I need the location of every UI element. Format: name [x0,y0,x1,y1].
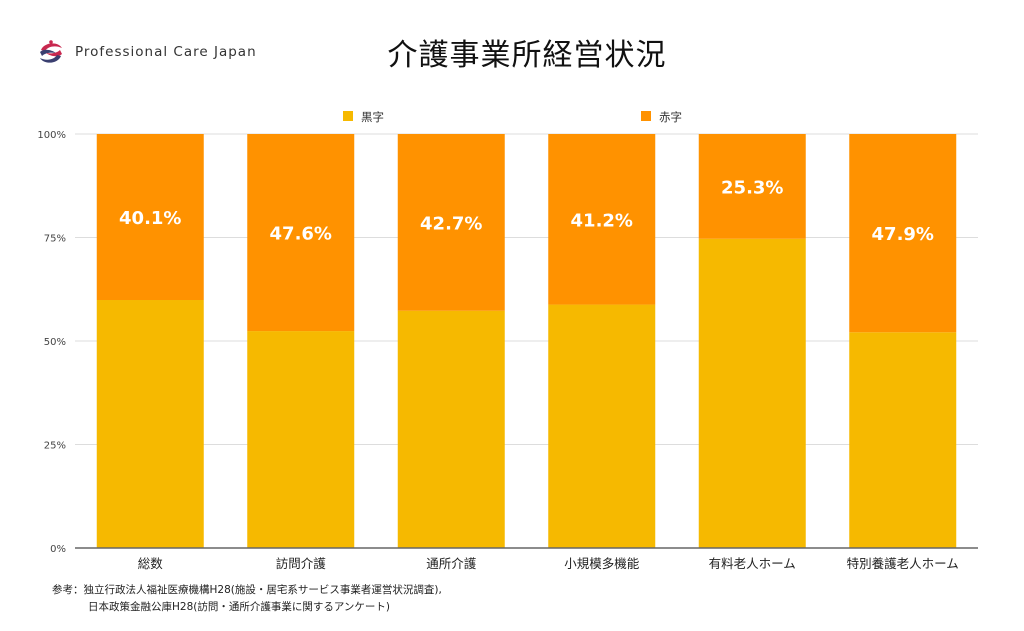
bar-profit [698,238,806,548]
axes: 0% 25% 50% 75% 100% 総数 訪問介護 通所介護 小規模多機能 有料老人ホーム 特別… [37,130,978,571]
legend: 黒字 赤字 [343,110,682,124]
y-tick-label: 100% [37,130,66,141]
y-tick-label: 0% [50,544,66,555]
bar-loss [397,134,505,311]
brand-name: Professional Care Japan [75,44,257,60]
bar-profit [548,304,656,548]
bar-profit [96,300,204,548]
data-label: 47.6% [270,224,332,245]
legend-swatch [343,111,353,121]
gridlines [75,133,978,445]
bar-loss [548,134,656,305]
bar-loss [849,134,957,333]
bar-loss [96,134,204,301]
bar-loss [247,134,355,332]
footnote: 参考：独立行政法人福祉医療機構H28(施設・居宅系サービス事業者運営状況調査),… [52,582,442,616]
bar-profit [397,310,505,548]
data-label: 41.2% [571,210,633,231]
x-tick-label: 訪問介護 [276,556,327,571]
x-tick-label: 総数 [138,556,164,571]
bar-profit [849,332,957,548]
data-label: 47.9% [872,224,934,245]
x-tick-label: 有料老人ホーム [709,556,796,571]
bars: 40.1% 47.6% 42.7% 41.2% 25.3% 47.9% [96,134,957,548]
legend-label: 黒字 [361,110,384,124]
page-title: 介護事業所経営状況 [387,38,667,73]
footnote-line-2: 日本政策金融公庫H28(訪問・通所介護事業に関するアンケート) [88,601,391,613]
x-tick-label: 通所介護 [426,556,477,571]
bar-loss [698,134,806,239]
x-tick-label: 特別養護老人ホーム [847,556,959,571]
bar-profit [247,331,355,548]
legend-swatch [641,111,651,121]
data-label: 40.1% [119,208,181,229]
y-tick-label: 25% [44,441,66,452]
data-label: 25.3% [721,177,783,198]
legend-label: 赤字 [659,110,682,124]
data-label: 42.7% [420,213,482,234]
footnote-line-1: 参考：独立行政法人福祉医療機構H28(施設・居宅系サービス事業者運営状況調査), [52,584,442,596]
y-tick-label: 75% [44,234,66,245]
brand-logo-icon [36,38,66,68]
x-tick-label: 小規模多機能 [564,556,640,571]
y-tick-label: 50% [44,337,66,348]
